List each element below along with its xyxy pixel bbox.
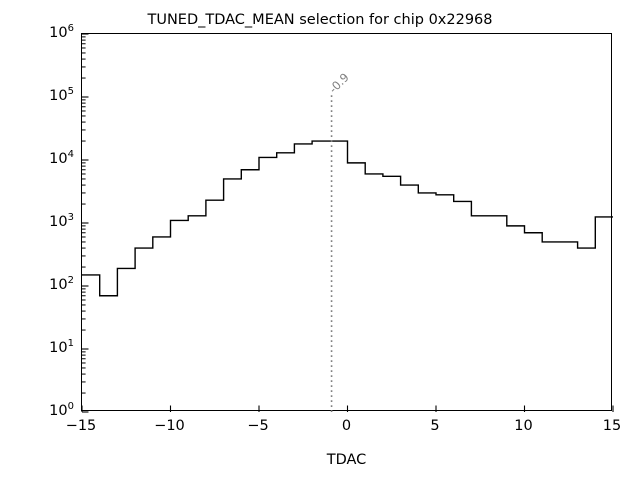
y-tick-label: 102: [49, 275, 74, 293]
x-tick-label: 5: [430, 418, 440, 434]
chart-title: TUNED_TDAC_MEAN selection for chip 0x229…: [147, 12, 493, 28]
y-tick-label: 101: [49, 338, 74, 356]
x-tick-label: 0: [341, 418, 352, 434]
x-tick-label: −10: [154, 418, 185, 434]
y-tick-label: 106: [49, 23, 74, 41]
x-axis-label: TDAC: [326, 452, 367, 468]
x-tick-label: −5: [247, 418, 269, 434]
y-tick-label: 100: [49, 401, 74, 419]
y-tick-label: 104: [49, 149, 74, 167]
x-tick-label: −15: [65, 418, 97, 434]
plot-area: -0.9: [81, 33, 614, 413]
histogram-step-line: [82, 140, 613, 297]
y-tick-label: 103: [49, 212, 74, 230]
x-tick-label: 15: [602, 418, 622, 434]
histogram-svg: [81, 33, 614, 413]
y-tick-label: 105: [49, 86, 74, 104]
axis-ticks-group: [81, 33, 614, 413]
x-tick-label: 10: [514, 418, 533, 434]
